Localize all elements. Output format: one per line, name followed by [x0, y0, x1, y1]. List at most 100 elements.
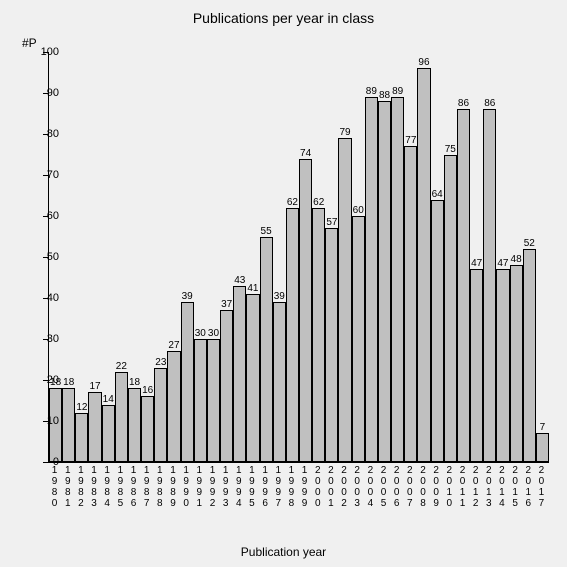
x-tick-label: 1 9 8 0 [51, 465, 59, 509]
bar: 77 [404, 146, 417, 462]
bar: 86 [483, 109, 496, 462]
bar-value-label: 39 [274, 291, 285, 302]
bar-value-label: 30 [195, 328, 206, 339]
bar: 89 [365, 97, 378, 462]
x-tick-label: 1 9 8 4 [103, 465, 111, 509]
x-axis-title: Publication year [0, 545, 567, 559]
x-tick-label: 1 9 9 9 [301, 465, 309, 509]
bar: 79 [338, 138, 351, 462]
x-tick-label: 1 9 8 2 [77, 465, 85, 509]
bar-value-label: 79 [339, 127, 350, 138]
bar: 14 [102, 405, 115, 462]
bar-value-label: 55 [261, 226, 272, 237]
bar: 88 [378, 101, 391, 462]
bar-value-label: 27 [168, 340, 179, 351]
x-tick-label: 2 0 0 3 [353, 465, 361, 509]
bar-value-label: 89 [366, 86, 377, 97]
bar-value-label: 18 [129, 377, 140, 388]
y-tick-label: 30 [47, 333, 59, 345]
bar: 37 [220, 310, 233, 462]
bar-value-label: 43 [234, 275, 245, 286]
x-tick-label: 2 0 1 1 [458, 465, 466, 509]
x-tick-label: 2 0 0 1 [327, 465, 335, 509]
x-tick-label: 2 0 1 0 [445, 465, 453, 509]
bar-value-label: 18 [63, 377, 74, 388]
bar-value-label: 88 [379, 90, 390, 101]
y-tick-label: 10 [47, 415, 59, 427]
bar: 47 [470, 269, 483, 462]
bar-value-label: 96 [418, 57, 429, 68]
x-tick-label: 1 9 8 5 [116, 465, 124, 509]
x-tick-label: 1 9 8 9 [169, 465, 177, 509]
y-tick-label: 20 [47, 374, 59, 386]
x-tick-label: 2 0 0 7 [406, 465, 414, 509]
x-tick-label: 1 9 9 6 [261, 465, 269, 509]
y-tick-label: 70 [47, 169, 59, 181]
x-tick-label: 2 0 0 8 [419, 465, 427, 509]
y-axis-label: #P [22, 36, 37, 50]
x-tick-label: 2 0 0 6 [393, 465, 401, 509]
bar-value-label: 16 [142, 385, 153, 396]
bar-value-label: 14 [103, 394, 114, 405]
bar: 75 [444, 155, 457, 463]
bar-value-label: 60 [353, 205, 364, 216]
bar: 62 [312, 208, 325, 462]
bar-value-label: 86 [458, 98, 469, 109]
bar-value-label: 57 [326, 217, 337, 228]
bar-value-label: 17 [89, 381, 100, 392]
bar: 12 [75, 413, 88, 462]
x-tick-label: 2 0 1 3 [485, 465, 493, 509]
bar: 39 [181, 302, 194, 462]
x-tick-label: 2 0 1 7 [537, 465, 545, 509]
bar-value-label: 62 [287, 197, 298, 208]
x-tick-label: 2 0 1 6 [524, 465, 532, 509]
bar: 23 [154, 368, 167, 462]
bar: 27 [167, 351, 180, 462]
bar: 22 [115, 372, 128, 462]
bar-value-label: 37 [221, 299, 232, 310]
bar-value-label: 7 [540, 422, 546, 433]
x-tick-label: 2 0 0 4 [366, 465, 374, 509]
x-tick-label: 2 0 1 5 [511, 465, 519, 509]
bar: 47 [496, 269, 509, 462]
chart-container: Publications per year in class #P 181812… [0, 0, 567, 567]
bar-value-label: 48 [511, 254, 522, 265]
y-tick-label: 80 [47, 128, 59, 140]
bar: 30 [207, 339, 220, 462]
bar-value-label: 52 [524, 238, 535, 249]
x-tick-label: 1 9 8 8 [156, 465, 164, 509]
bar-value-label: 23 [155, 357, 166, 368]
bar: 86 [457, 109, 470, 462]
bar: 43 [233, 286, 246, 462]
x-tick-label: 1 9 9 8 [287, 465, 295, 509]
bar: 17 [88, 392, 101, 462]
bar: 62 [286, 208, 299, 462]
bar: 7 [536, 433, 549, 462]
plot-area: 1818121714221816232739303037434155396274… [48, 52, 549, 463]
bar-value-label: 75 [445, 144, 456, 155]
bar: 16 [141, 396, 154, 462]
x-tick-label: 1 9 9 2 [208, 465, 216, 509]
bar-value-label: 64 [432, 189, 443, 200]
x-tick-label: 1 9 8 7 [143, 465, 151, 509]
x-tick-label: 2 0 0 0 [314, 465, 322, 509]
bar-value-label: 47 [471, 258, 482, 269]
bar: 55 [260, 237, 273, 463]
x-tick-label: 1 9 8 6 [130, 465, 138, 509]
x-tick-label: 1 9 9 1 [195, 465, 203, 509]
x-tick-label: 1 9 8 3 [90, 465, 98, 509]
bar-value-label: 12 [76, 402, 87, 413]
bar-value-label: 62 [313, 197, 324, 208]
bar-value-label: 41 [247, 283, 258, 294]
bar: 64 [431, 200, 444, 462]
y-tick-label: 50 [47, 251, 59, 263]
x-tick-label: 1 9 9 4 [235, 465, 243, 509]
bar: 57 [325, 228, 338, 462]
y-tick [43, 462, 49, 463]
bar: 18 [128, 388, 141, 462]
x-tick-label: 2 0 1 2 [472, 465, 480, 509]
x-tick-label: 2 0 0 5 [380, 465, 388, 509]
bar-value-label: 39 [182, 291, 193, 302]
bar: 52 [523, 249, 536, 462]
y-tick-label: 40 [47, 292, 59, 304]
